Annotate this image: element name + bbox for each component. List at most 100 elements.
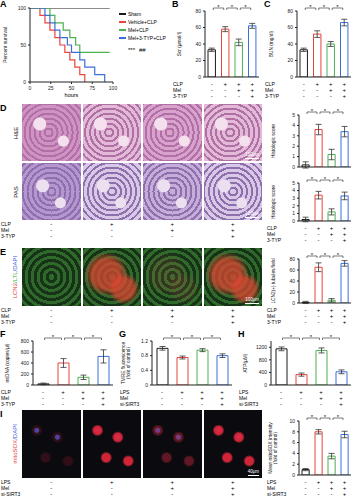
html-text:Sham: Sham (128, 11, 142, 17)
svg-text:4: 4 (292, 450, 295, 456)
svg-text:50: 50 (69, 85, 75, 91)
svg-text:0: 0 (292, 218, 295, 224)
svg-text:80: 80 (195, 8, 201, 14)
svg-text:80: 80 (287, 8, 293, 14)
svg-text:40: 40 (289, 278, 295, 284)
svg-text:3: 3 (292, 195, 295, 201)
svg-text:*: * (211, 334, 214, 340)
html-text:Mean mitoSOX intensity (fold o: Mean mitoSOX intensity (fold of control) (268, 422, 278, 474)
svg-text:1: 1 (292, 153, 295, 159)
svg-text:1: 1 (292, 210, 295, 216)
svg-text:0: 0 (145, 382, 148, 388)
svg-text:*: * (324, 176, 327, 182)
svg-text:0: 0 (26, 382, 29, 388)
svg-text:*: * (171, 334, 174, 340)
html-text:D: D (0, 103, 7, 113)
svg-text:*: * (52, 334, 55, 340)
svg-text:*: * (323, 4, 326, 10)
html-text:A: A (0, 0, 7, 9)
svg-text:5: 5 (292, 180, 295, 186)
svg-text:*: * (336, 4, 339, 10)
html-text:hours: hours (64, 92, 79, 98)
html-text:LCN2: LCN2 (11, 283, 18, 299)
html-text:Percent survival: Percent survival (2, 27, 9, 63)
svg-text:*: * (92, 334, 95, 340)
svg-text:*: * (324, 414, 327, 420)
svg-text:*: * (311, 252, 314, 258)
svg-text:6: 6 (292, 439, 295, 445)
html-text:PAS: PAS (11, 185, 18, 198)
svg-text:*: * (337, 252, 340, 258)
svg-text:400: 400 (259, 369, 268, 375)
svg-text:*: * (330, 334, 333, 340)
svg-text:*: * (231, 4, 234, 10)
svg-text:100: 100 (18, 5, 27, 11)
svg-text:*: * (310, 334, 313, 340)
svg-text:25: 25 (48, 85, 54, 91)
svg-text:20: 20 (287, 57, 293, 63)
svg-text:0: 0 (198, 74, 201, 80)
svg-text:*: * (324, 108, 327, 114)
svg-text:2: 2 (292, 143, 295, 149)
svg-text:*: * (324, 252, 327, 258)
html-text:C: C (264, 0, 271, 9)
svg-text:0: 0 (292, 472, 295, 478)
svg-text:75: 75 (89, 85, 95, 91)
svg-text:*: * (217, 4, 220, 10)
svg-text:50: 50 (20, 42, 26, 48)
svg-text:20: 20 (289, 289, 295, 295)
html-text:B: B (172, 0, 179, 9)
html-text:mitoSOX: mitoSOX (11, 439, 18, 464)
html-text:TMRE fluorescence (fold of con: TMRE fluorescence (fold of control) (121, 341, 131, 385)
svg-text:*: * (311, 108, 314, 114)
svg-text:1200: 1200 (256, 344, 267, 350)
svg-text:2: 2 (292, 461, 295, 467)
html-text:/DAPI: /DAPI (11, 255, 18, 272)
svg-text:0.4: 0.4 (141, 367, 148, 373)
svg-text:60: 60 (195, 24, 201, 30)
svg-text:60: 60 (287, 24, 293, 30)
svg-text:0: 0 (23, 79, 26, 85)
svg-text:*: * (311, 176, 314, 182)
html-text:H: H (238, 329, 245, 339)
svg-text:40: 40 (287, 41, 293, 47)
svg-text:800: 800 (259, 357, 268, 363)
svg-text:2: 2 (292, 203, 295, 209)
svg-text:*: * (72, 334, 75, 340)
svg-text:*: * (244, 4, 247, 10)
html-text:Vehicle+CLP: Vehicle+CLP (128, 19, 157, 25)
svg-text:0: 0 (264, 382, 267, 388)
svg-text:5: 5 (292, 112, 295, 118)
svg-text:0: 0 (29, 85, 32, 91)
svg-text:100: 100 (109, 85, 118, 91)
svg-text:4: 4 (292, 187, 295, 193)
svg-text:0: 0 (292, 300, 295, 306)
svg-text:10: 10 (289, 418, 295, 424)
svg-text:0: 0 (290, 74, 293, 80)
svg-text:4: 4 (292, 122, 295, 128)
html-text:/LTL: /LTL (11, 271, 18, 283)
svg-text:*: * (191, 334, 194, 340)
svg-text:800: 800 (21, 338, 30, 344)
svg-text:*: * (309, 4, 312, 10)
svg-text:0: 0 (292, 164, 295, 170)
svg-text:80: 80 (289, 256, 295, 262)
svg-text:400: 400 (21, 360, 30, 366)
svg-text:600: 600 (21, 349, 30, 355)
svg-text:*: * (337, 176, 340, 182)
svg-text:20: 20 (195, 57, 201, 63)
svg-text:40: 40 (195, 41, 201, 47)
svg-text:3: 3 (292, 133, 295, 139)
svg-text:60: 60 (289, 267, 295, 273)
svg-text:0.8: 0.8 (141, 352, 148, 358)
html-text:G: G (119, 329, 126, 339)
svg-text:*: * (337, 108, 340, 114)
svg-text:8: 8 (292, 429, 295, 435)
svg-text:*: * (337, 414, 340, 420)
svg-text:1.2: 1.2 (141, 338, 148, 344)
html-text:/DAPI: /DAPI (11, 424, 18, 440)
html-text:H&E: H&E (11, 126, 18, 139)
svg-text:*: * (290, 334, 293, 340)
svg-text:200: 200 (21, 371, 30, 377)
svg-text:*: * (311, 414, 314, 420)
